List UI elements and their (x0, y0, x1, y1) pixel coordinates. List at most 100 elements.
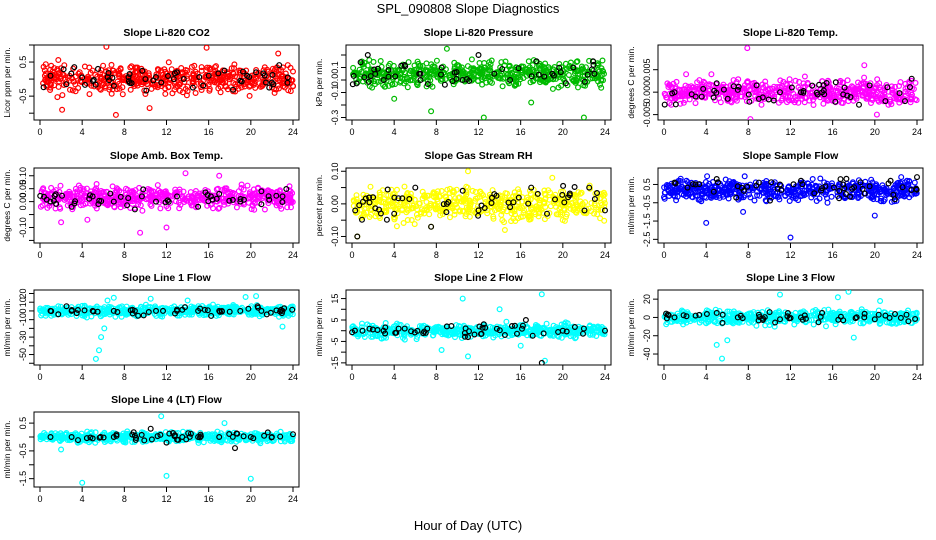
data-point (857, 181, 864, 188)
black-point (713, 80, 720, 87)
black-point (208, 312, 215, 319)
data-point (780, 78, 787, 85)
black-point (127, 307, 134, 314)
black-point (372, 205, 379, 212)
black-point (204, 307, 211, 314)
data-point (865, 190, 872, 197)
black-point (813, 89, 820, 96)
outlier-point (438, 347, 445, 354)
black-point (733, 194, 740, 201)
data-point (700, 78, 707, 85)
black-point (364, 51, 371, 58)
plot-frame (33, 289, 300, 366)
data-point (601, 217, 608, 224)
black-point (461, 330, 468, 337)
black-point (908, 187, 915, 194)
black-point (58, 192, 65, 199)
data-point (542, 204, 549, 211)
black-point (462, 333, 469, 340)
data-point (213, 70, 220, 77)
x-tick-label: 24 (600, 250, 610, 260)
black-point (857, 179, 864, 186)
black-point (841, 84, 848, 91)
outlier-point (95, 347, 102, 354)
outlier-point (528, 99, 535, 106)
data-point (597, 195, 604, 202)
data-point (48, 62, 55, 69)
black-point (866, 82, 873, 89)
x-tick-label: 24 (600, 372, 610, 382)
data-point (904, 84, 911, 91)
data-point (704, 173, 711, 180)
data-point (527, 195, 534, 202)
data-point (791, 188, 798, 195)
data-point (795, 84, 802, 91)
black-point (528, 184, 535, 191)
black-point (366, 199, 373, 206)
black-point (776, 89, 783, 96)
data-point (495, 205, 502, 212)
black-point (672, 180, 679, 187)
outlier-point (538, 291, 545, 298)
data-point (696, 196, 703, 203)
data-point (666, 82, 673, 89)
black-point (356, 202, 363, 209)
data-point (661, 189, 668, 196)
black-point (475, 212, 482, 219)
data-point (66, 77, 73, 84)
data-point (146, 72, 153, 79)
data-point (542, 191, 549, 198)
y-tick-label: -0.005 (642, 102, 652, 128)
data-point (119, 75, 126, 82)
data-point (154, 182, 161, 189)
y-axis-label: ml/min per min. (626, 298, 636, 356)
data-point (836, 181, 843, 188)
data-point (61, 62, 68, 69)
data-points (661, 45, 920, 120)
data-point (246, 92, 253, 99)
data-point (116, 187, 123, 194)
data-point (878, 195, 885, 202)
data-point (505, 326, 512, 333)
data-point (103, 309, 110, 316)
data-point (260, 67, 267, 74)
black-point (382, 324, 389, 331)
black-point (713, 176, 720, 183)
data-point (244, 309, 251, 316)
data-point (900, 189, 907, 196)
black-point (202, 189, 209, 196)
data-point (149, 308, 156, 315)
data-point (454, 325, 461, 332)
black-point (809, 82, 816, 89)
outlier-point (898, 174, 905, 181)
data-point (513, 81, 520, 88)
data-point (429, 83, 436, 90)
data-point (502, 194, 509, 201)
data-point (579, 65, 586, 72)
black-point (669, 90, 676, 97)
data-point (142, 192, 149, 199)
data-point (512, 75, 519, 82)
data-point (906, 178, 913, 185)
black-point (205, 198, 212, 205)
black-point (367, 73, 374, 80)
black-point (258, 201, 265, 208)
black-point (581, 78, 588, 85)
black-point (107, 190, 114, 197)
black-point (515, 65, 522, 72)
black-point (240, 68, 247, 75)
black-point (189, 84, 196, 91)
data-point (760, 189, 767, 196)
data-point (462, 188, 469, 195)
black-point (153, 307, 160, 314)
data-point (394, 67, 401, 74)
data-point (117, 65, 124, 72)
black-point (267, 309, 274, 316)
outlier-point (428, 108, 435, 115)
data-point (410, 202, 417, 209)
plot-frame (657, 289, 924, 366)
data-point (273, 190, 280, 197)
outlier-point (861, 62, 868, 69)
data-point (111, 204, 118, 211)
data-point (703, 194, 710, 201)
